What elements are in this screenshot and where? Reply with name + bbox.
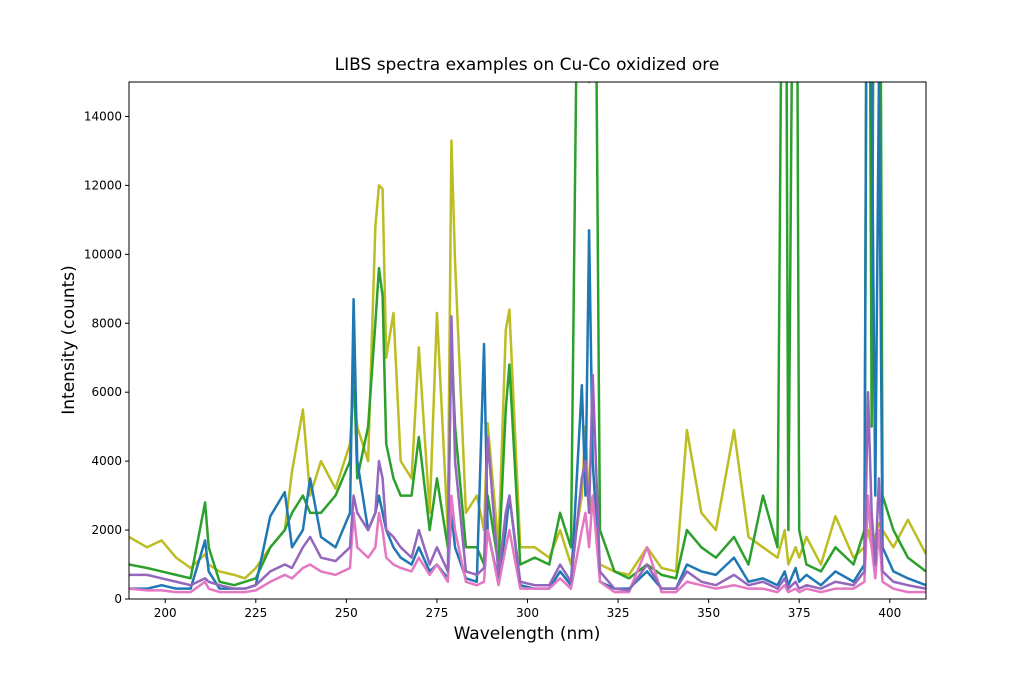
x-tick-label: 275 <box>425 606 448 620</box>
spectrum-line <box>129 82 926 590</box>
x-tick-label: 400 <box>878 606 901 620</box>
y-tick-label: 14000 <box>84 109 122 123</box>
x-tick-label: 250 <box>335 606 358 620</box>
chart-title: LIBS spectra examples on Cu-Co oxidized … <box>335 55 720 75</box>
spectrum-line <box>129 494 926 594</box>
y-tick-label: 6000 <box>91 385 122 399</box>
y-tick-label: 2000 <box>91 523 122 537</box>
y-tick-label: 4000 <box>91 454 122 468</box>
axes: 200 225 250 275 300 325 350 375 4000200040006000… <box>84 81 927 620</box>
x-tick-label: 350 <box>697 606 720 620</box>
x-tick-label: 200 <box>154 606 177 620</box>
x-tick-label: 300 <box>516 606 539 620</box>
spectrum-line <box>129 139 926 580</box>
spectrum-line <box>129 82 926 587</box>
y-tick-label: 0 <box>114 592 122 606</box>
y-tick-label: 12000 <box>84 178 122 192</box>
spectrum-line <box>129 315 926 592</box>
y-tick-label: 8000 <box>91 316 122 330</box>
x-tick-label: 325 <box>607 606 630 620</box>
x-tick-label: 225 <box>244 606 267 620</box>
x-tick-label: 375 <box>788 606 811 620</box>
y-tick-label: 10000 <box>84 247 122 261</box>
plot-area <box>129 82 926 594</box>
x-axis-label: Wavelength (nm) <box>454 624 601 644</box>
y-axis-label: Intensity (counts) <box>59 265 79 414</box>
